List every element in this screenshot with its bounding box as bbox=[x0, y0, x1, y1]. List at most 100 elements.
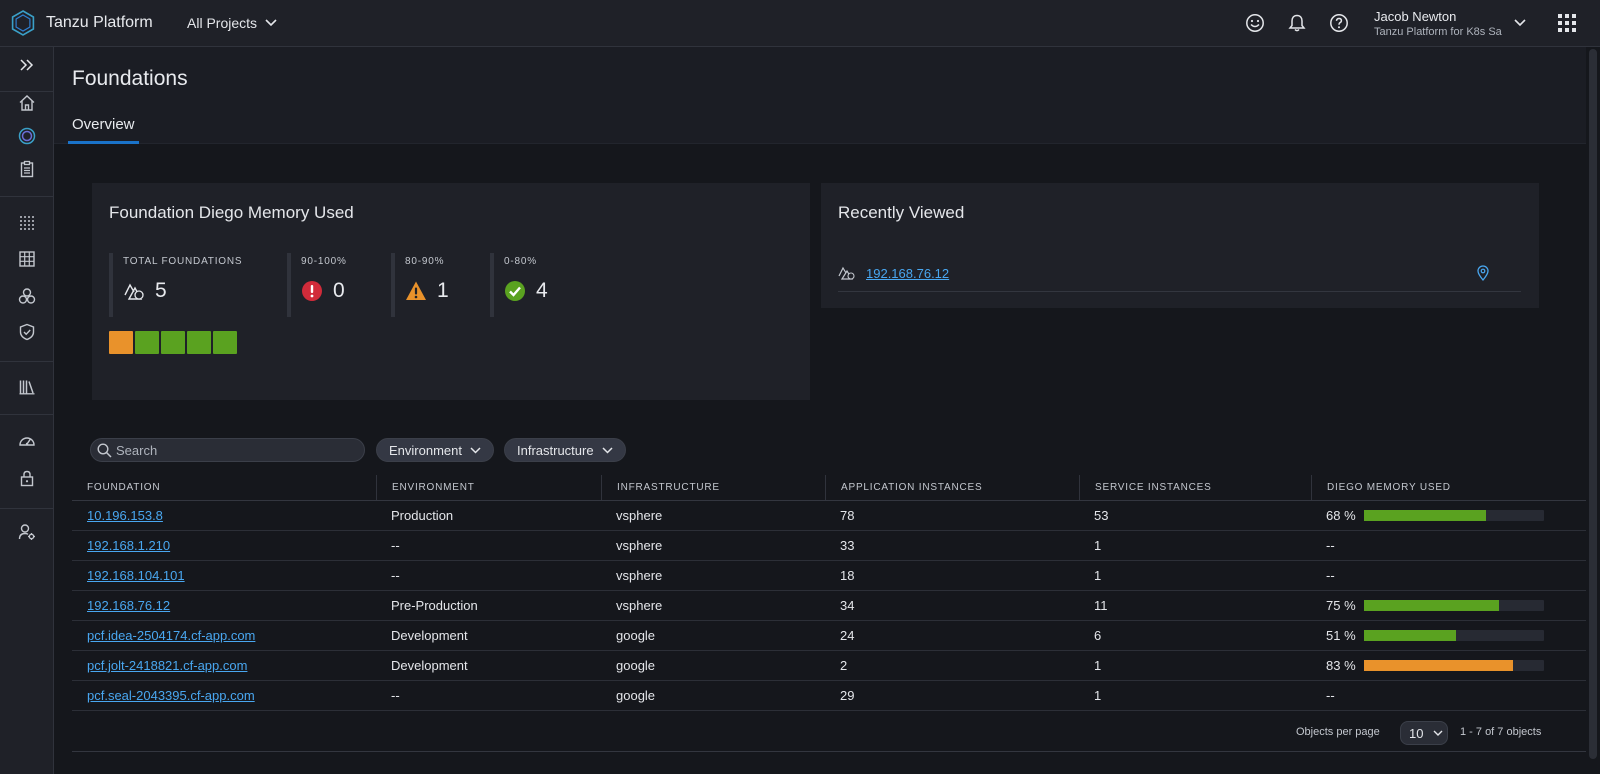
help-icon[interactable] bbox=[1328, 12, 1350, 34]
pagination: Objects per page 10 1 - 7 of 7 objects bbox=[72, 712, 1600, 752]
app-switcher-grid-icon[interactable] bbox=[1556, 12, 1578, 34]
stat-total-foundations: TOTAL FOUNDATIONS 5 bbox=[109, 253, 285, 317]
environment-filter[interactable]: Environment bbox=[376, 438, 494, 462]
cell-foundation: 192.168.1.210 bbox=[72, 531, 376, 560]
tab-bar: Overview bbox=[54, 111, 1600, 144]
stat-label: 80-90% bbox=[405, 256, 445, 267]
top-header: Tanzu Platform All Projects Jacob Newton… bbox=[0, 0, 1600, 47]
cell-foundation: 10.196.153.8 bbox=[72, 501, 376, 530]
chevron-down-icon bbox=[1514, 19, 1526, 27]
table-row[interactable]: pcf.seal-2043395.cf-app.com -- google 29 1 -- bbox=[72, 681, 1600, 711]
sidebar bbox=[0, 47, 54, 774]
column-header-diego-memory-used[interactable]: DIEGO MEMORY USED bbox=[1311, 475, 1600, 500]
foundation-link[interactable]: pcf.idea-2504174.cf-app.com bbox=[87, 628, 256, 643]
cell-environment: -- bbox=[391, 538, 400, 553]
clusters-icon[interactable] bbox=[0, 281, 54, 311]
memory-percent: 75 % bbox=[1326, 598, 1356, 613]
foundations-icon[interactable] bbox=[0, 121, 54, 151]
cell-service-instances: 1 bbox=[1094, 538, 1102, 553]
cell-diego-memory: 83 % bbox=[1311, 651, 1600, 680]
stat-90-100: 90-100% 0 bbox=[287, 253, 387, 317]
per-page-value: 10 bbox=[1409, 725, 1424, 741]
cell-foundation: pcf.jolt-2418821.cf-app.com bbox=[72, 651, 376, 680]
cell-foundation: 192.168.76.12 bbox=[72, 591, 376, 620]
expand-sidebar-icon[interactable] bbox=[0, 50, 54, 80]
cell-infrastructure: google bbox=[616, 628, 656, 643]
dashboard-icon[interactable] bbox=[0, 426, 54, 456]
foundation-link[interactable]: 192.168.76.12 bbox=[87, 598, 171, 613]
infrastructure-filter[interactable]: Infrastructure bbox=[504, 438, 626, 462]
project-selector-label: All Projects bbox=[187, 15, 258, 31]
foundation-link[interactable]: 192.168.1.210 bbox=[87, 538, 171, 553]
cell-environment: Development bbox=[391, 658, 468, 673]
scrollbar-thumb[interactable] bbox=[1589, 49, 1597, 759]
chevron-down-icon bbox=[1433, 730, 1443, 736]
cell-application-instances: 24 bbox=[840, 628, 855, 643]
foundation-link[interactable]: pcf.jolt-2418821.cf-app.com bbox=[87, 658, 248, 673]
lock-icon[interactable] bbox=[0, 463, 54, 493]
project-selector[interactable]: All Projects bbox=[187, 15, 277, 31]
cell-application-instances: 78 bbox=[840, 508, 855, 523]
foundation-link[interactable]: pcf.seal-2043395.cf-app.com bbox=[87, 688, 255, 703]
cell-infrastructure: vsphere bbox=[616, 568, 663, 583]
chevron-down-icon bbox=[602, 446, 613, 454]
memory-usage-fill bbox=[1364, 510, 1487, 521]
table-header: FOUNDATION ENVIRONMENT INFRASTRUCTURE AP… bbox=[72, 475, 1600, 501]
cell-diego-memory: 75 % bbox=[1311, 591, 1600, 620]
cell-foundation: 192.168.104.101 bbox=[72, 561, 376, 590]
recently-viewed-title: Recently Viewed bbox=[838, 203, 965, 222]
spaces-icon[interactable] bbox=[0, 208, 54, 238]
column-header-application-instances[interactable]: APPLICATION INSTANCES bbox=[825, 475, 1079, 500]
search-input[interactable] bbox=[116, 442, 356, 458]
cell-service-instances: 6 bbox=[1094, 628, 1102, 643]
column-header-service-instances[interactable]: SERVICE INSTANCES bbox=[1079, 475, 1311, 500]
foundation-status-bar bbox=[109, 331, 133, 354]
table-body: 10.196.153.8 Production vsphere 78 53 68 % 192… bbox=[72, 501, 1600, 711]
shield-icon[interactable] bbox=[0, 317, 54, 347]
per-page-select[interactable]: 10 bbox=[1400, 721, 1448, 745]
table-row[interactable]: 192.168.76.12 Pre-Production vsphere 34 11 75… bbox=[72, 591, 1600, 621]
feedback-smiley-icon[interactable] bbox=[1244, 12, 1266, 34]
home-icon[interactable] bbox=[0, 88, 54, 118]
memory-usage-bar bbox=[1364, 660, 1544, 671]
table-row[interactable]: pcf.jolt-2418821.cf-app.com Development go… bbox=[72, 651, 1600, 681]
memory-percent: -- bbox=[1326, 538, 1335, 553]
page-scrollbar[interactable] bbox=[1586, 47, 1600, 774]
clipboard-icon[interactable] bbox=[0, 154, 54, 184]
memory-percent: 51 % bbox=[1326, 628, 1356, 643]
memory-percent: 68 % bbox=[1326, 508, 1356, 523]
column-header-infrastructure[interactable]: INFRASTRUCTURE bbox=[601, 475, 825, 500]
cell-infrastructure: google bbox=[616, 688, 656, 703]
table-row[interactable]: 192.168.104.101 -- vsphere 18 1 -- bbox=[72, 561, 1600, 591]
cell-service-instances: 11 bbox=[1094, 598, 1108, 613]
cell-environment: Production bbox=[391, 508, 454, 523]
table-row[interactable]: pcf.idea-2504174.cf-app.com Development go… bbox=[72, 621, 1600, 651]
foundation-link[interactable]: 192.168.104.101 bbox=[87, 568, 185, 583]
cell-diego-memory: 51 % bbox=[1311, 621, 1600, 650]
foundation-status-bars bbox=[109, 331, 239, 354]
stat-value: 5 bbox=[155, 279, 167, 302]
memory-usage-bar bbox=[1364, 510, 1544, 521]
table-row[interactable]: 10.196.153.8 Production vsphere 78 53 68 % bbox=[72, 501, 1600, 531]
tab-overview[interactable]: Overview bbox=[68, 111, 139, 144]
brand[interactable]: Tanzu Platform bbox=[0, 10, 175, 36]
user-name: Jacob Newton bbox=[1374, 8, 1457, 24]
user-menu[interactable]: Jacob Newton Tanzu Platform for K8s Sa bbox=[1374, 9, 1526, 38]
table-row[interactable]: 192.168.1.210 -- vsphere 33 1 -- bbox=[72, 531, 1600, 561]
cell-infrastructure: google bbox=[616, 658, 656, 673]
search-icon bbox=[97, 442, 112, 458]
user-settings-icon[interactable] bbox=[0, 517, 54, 547]
column-header-foundation[interactable]: FOUNDATION bbox=[87, 482, 161, 493]
column-header-environment[interactable]: ENVIRONMENT bbox=[376, 475, 601, 500]
map-pin-icon[interactable] bbox=[1477, 265, 1489, 281]
bell-icon[interactable] bbox=[1286, 12, 1308, 34]
recently-viewed-link[interactable]: 192.168.76.12 bbox=[866, 265, 950, 281]
recently-viewed-card: Recently Viewed 192.168.76.12 bbox=[821, 183, 1539, 308]
cell-environment: Pre-Production bbox=[391, 598, 478, 613]
cell-diego-memory: -- bbox=[1311, 681, 1600, 710]
search-field[interactable] bbox=[90, 438, 365, 462]
foundation-link[interactable]: 10.196.153.8 bbox=[87, 508, 163, 523]
library-icon[interactable] bbox=[0, 372, 54, 402]
memory-usage-fill bbox=[1364, 630, 1456, 641]
grid-icon[interactable] bbox=[0, 244, 54, 274]
